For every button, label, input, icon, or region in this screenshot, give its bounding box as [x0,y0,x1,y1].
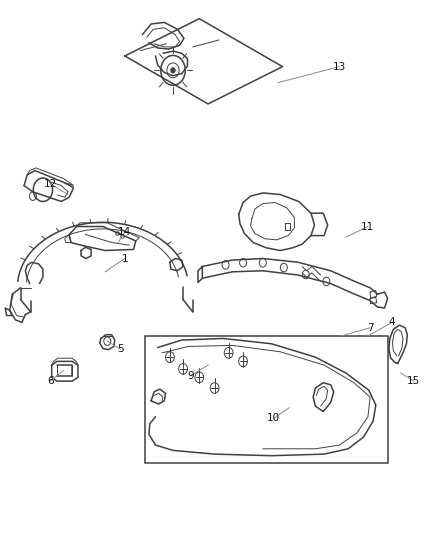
Text: 6: 6 [47,376,54,386]
Text: 15: 15 [407,376,420,386]
Text: 13: 13 [333,62,346,71]
Text: 12: 12 [44,179,57,189]
Text: 1: 1 [121,254,128,263]
Circle shape [171,68,175,73]
Text: 7: 7 [367,323,374,333]
Text: 11: 11 [361,222,374,231]
Bar [145,336,388,463]
Text: 5: 5 [117,344,124,354]
Text: 9: 9 [187,371,194,381]
Text: 4: 4 [389,318,396,327]
Text: 10: 10 [267,414,280,423]
Text: 14: 14 [118,227,131,237]
